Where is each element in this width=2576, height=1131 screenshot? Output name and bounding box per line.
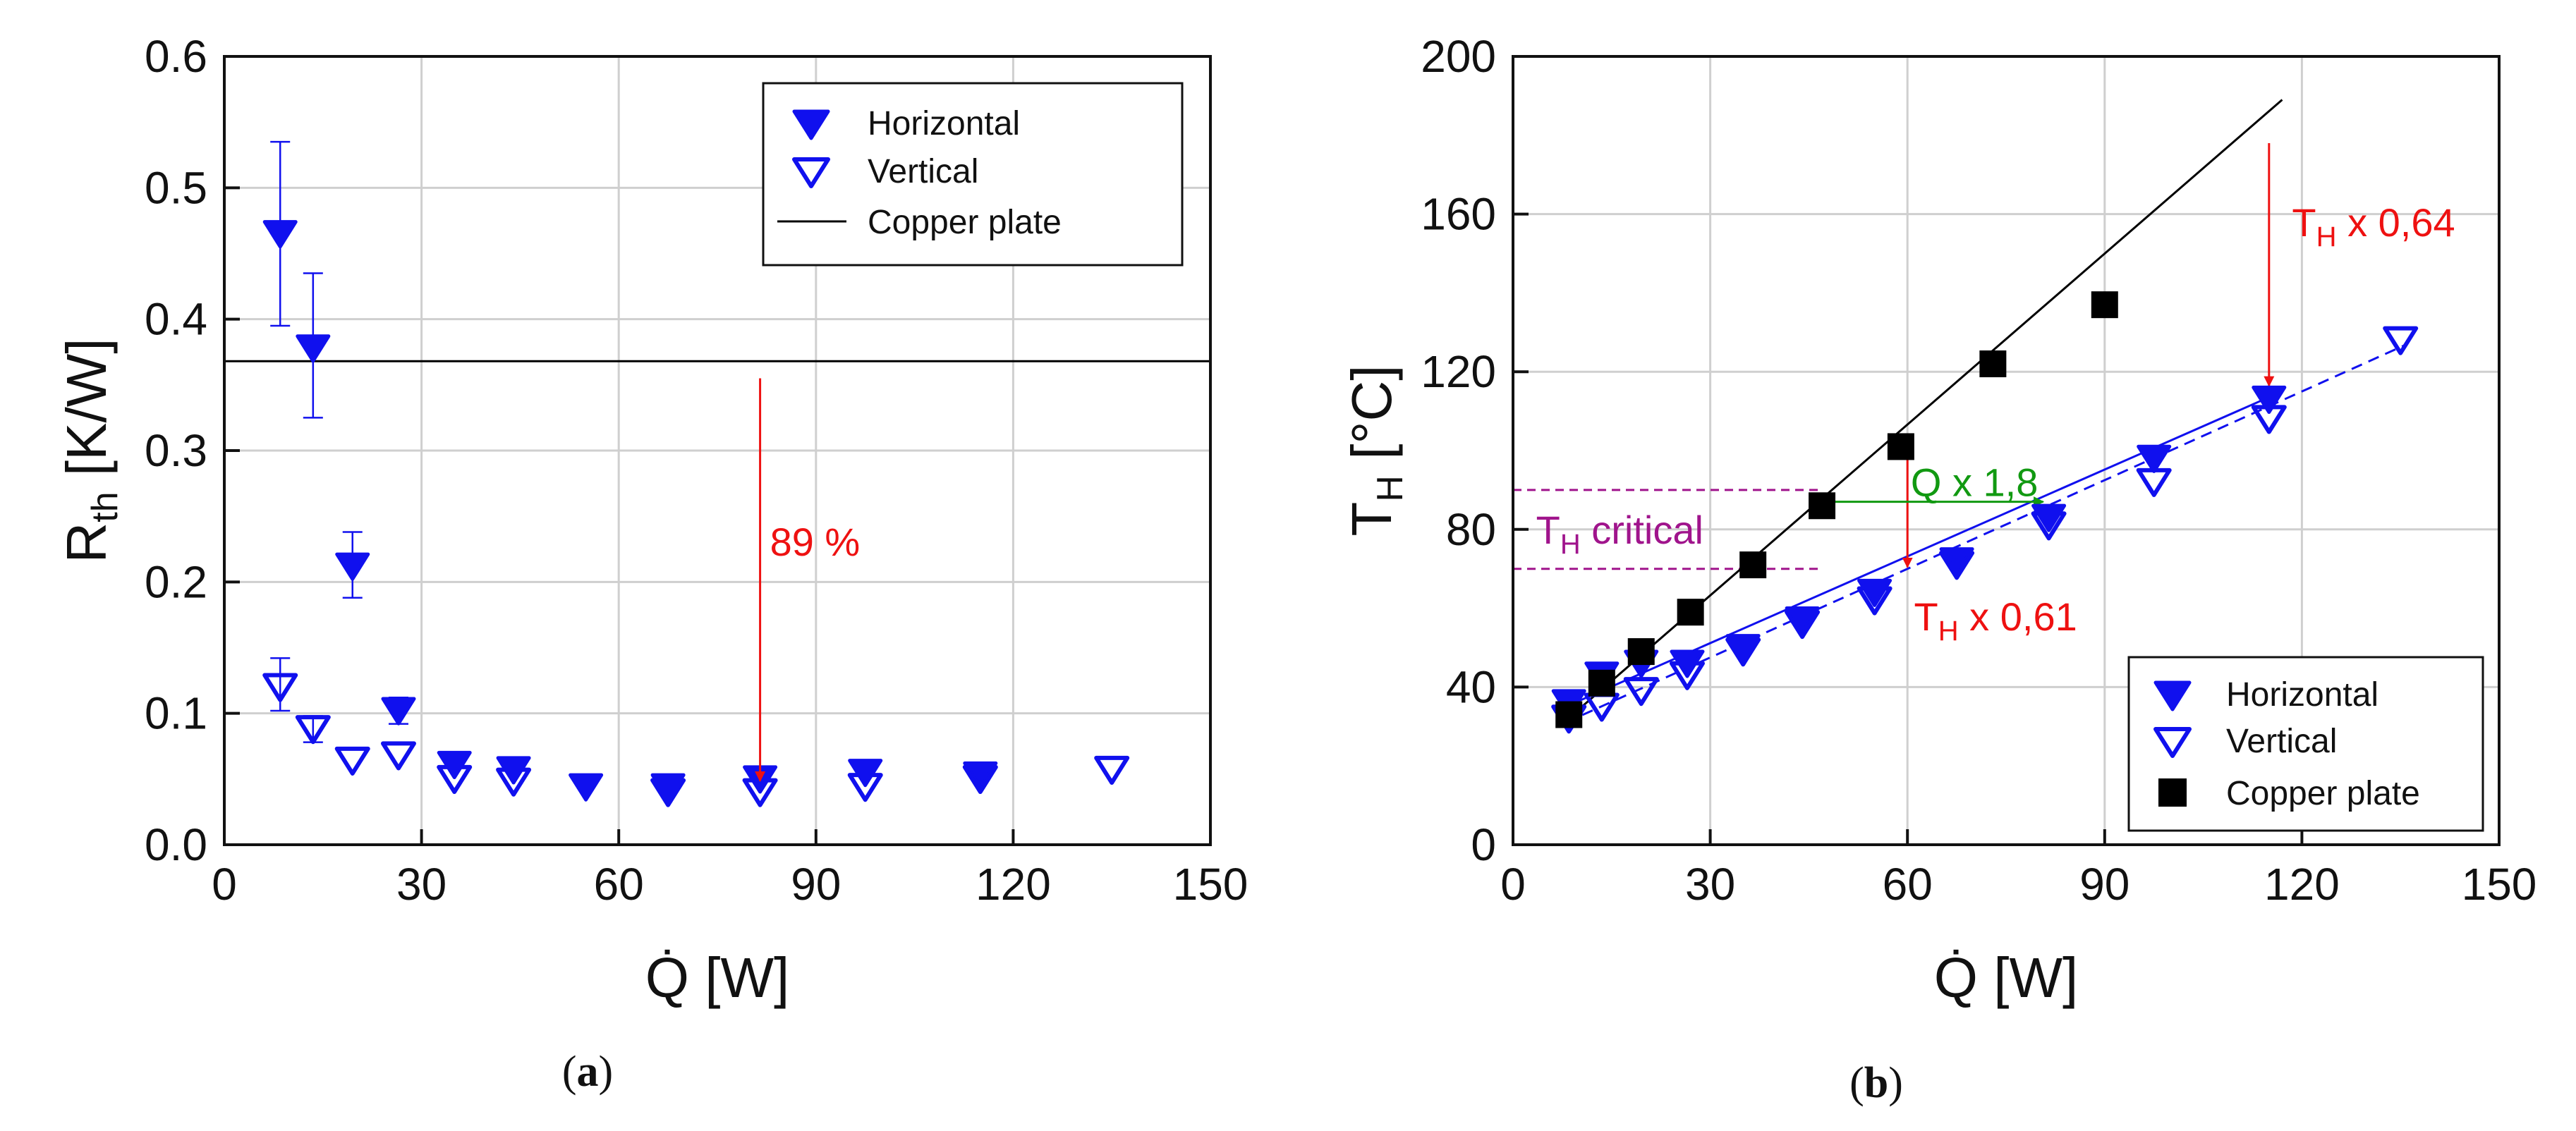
annotation-89-percent: 89 % bbox=[770, 520, 861, 564]
y-tick-label: 0.5 bbox=[145, 162, 207, 213]
data-point-copper-plate bbox=[2091, 291, 2118, 319]
y-tick-label: 80 bbox=[1446, 504, 1496, 555]
legend-label-copper-plate: Copper plate bbox=[2226, 775, 2420, 812]
data-point-horizontal bbox=[2137, 444, 2172, 473]
y-tick-label: 120 bbox=[1421, 346, 1496, 397]
data-point-vertical bbox=[496, 767, 532, 797]
x-tick-label: 150 bbox=[1173, 859, 1248, 910]
data-point-vertical bbox=[1785, 610, 1821, 640]
chart-a-legend: Horizontal Vertical Copper plate bbox=[762, 82, 1184, 267]
data-point-vertical bbox=[334, 746, 370, 776]
chart-b-critical-band bbox=[1513, 489, 1823, 570]
data-point-vertical bbox=[295, 715, 331, 745]
x-tick-label: 120 bbox=[976, 859, 1051, 910]
legend-filled-down-triangle-icon bbox=[2153, 680, 2192, 711]
data-point-copper-plate bbox=[1555, 701, 1583, 728]
data-point-vertical bbox=[962, 764, 998, 795]
x-tick-label: 30 bbox=[1685, 859, 1735, 910]
y-tick-label: 0.1 bbox=[145, 688, 207, 739]
x-tick-label: 60 bbox=[594, 859, 644, 910]
x-tick-label: 150 bbox=[2462, 859, 2537, 910]
data-point-horizontal bbox=[262, 220, 298, 249]
chart-b-x-axis-title: Q̇ [W] bbox=[1934, 946, 2078, 1009]
x-tick-label: 90 bbox=[791, 859, 841, 910]
y-tick-label: 160 bbox=[1421, 189, 1496, 240]
y-tick-label: 0.2 bbox=[145, 556, 207, 607]
chart-b-arrows bbox=[1822, 142, 2275, 568]
data-point-vertical bbox=[380, 741, 416, 771]
data-point-copper-plate bbox=[1588, 669, 1615, 697]
chart-b-y-axis-title: TH [°C] bbox=[1340, 365, 1411, 537]
chart-b-annotations: TH critical TH x 0,61 TH x 0,64 Q x 1,8 bbox=[1536, 200, 2455, 647]
data-point-copper-plate bbox=[1979, 350, 2007, 378]
data-point-copper-plate bbox=[1627, 638, 1655, 666]
data-point-vertical bbox=[2031, 511, 2067, 541]
y-tick-label: 0.6 bbox=[145, 31, 207, 82]
data-point-vertical bbox=[1669, 661, 1705, 690]
chart-a-y-axis-title: Rth [K/W] bbox=[55, 338, 126, 563]
legend-label-horizontal: Horizontal bbox=[2226, 676, 2378, 714]
fit-line-vertical bbox=[1565, 343, 2408, 724]
legend-label-vertical: Vertical bbox=[2226, 723, 2337, 760]
data-point-horizontal bbox=[381, 697, 416, 726]
chart-a-gridlines bbox=[224, 56, 1210, 845]
y-tick-label: 0.3 bbox=[145, 425, 207, 476]
data-point-horizontal bbox=[296, 334, 331, 363]
chart-a-x-axis-title: Q̇ [W] bbox=[645, 946, 789, 1009]
x-tick-label: 30 bbox=[396, 859, 446, 910]
data-point-vertical bbox=[1939, 551, 1975, 580]
y-tick-label: 0.0 bbox=[145, 819, 207, 870]
caption-b: (b) bbox=[1849, 1059, 1903, 1107]
annotation-th-critical: TH critical bbox=[1536, 508, 1703, 560]
x-tick-label: 0 bbox=[212, 859, 237, 910]
chart-b-ticks: 0 30 60 90 120 150 0 40 80 120 160 200 bbox=[1421, 31, 2536, 910]
annotation-th-x-0-61: TH x 0,61 bbox=[1914, 594, 2077, 647]
data-point-vertical bbox=[1623, 677, 1659, 707]
legend-filled-square-icon bbox=[2158, 778, 2187, 807]
y-tick-label: 0.4 bbox=[145, 294, 207, 345]
data-point-copper-plate bbox=[1809, 492, 1836, 520]
x-tick-label: 0 bbox=[1500, 859, 1526, 910]
annotation-th-x-0-64: TH x 0,64 bbox=[2292, 200, 2455, 252]
data-point-vertical bbox=[650, 778, 686, 807]
data-point-vertical bbox=[262, 673, 298, 702]
data-point-vertical bbox=[437, 764, 473, 795]
chart-a-annotations: 89 % bbox=[755, 378, 861, 782]
chart-b-plot-frame bbox=[1512, 55, 2501, 846]
chart-b-data-points bbox=[1551, 291, 2419, 734]
x-tick-label: 60 bbox=[1883, 859, 1933, 910]
chart-panel-b: TH critical TH x 0,61 TH x 0,64 Q x 1,8 … bbox=[1340, 31, 2536, 1107]
legend-open-down-triangle-icon bbox=[792, 157, 830, 188]
legend-label-vertical: Vertical bbox=[868, 153, 978, 190]
legend-filled-down-triangle-icon bbox=[792, 109, 830, 140]
data-point-copper-plate bbox=[1887, 433, 1914, 460]
legend-open-down-triangle-icon bbox=[2153, 727, 2192, 758]
legend-label-copper-plate: Copper plate bbox=[868, 204, 1062, 241]
data-point-horizontal bbox=[2252, 385, 2287, 415]
x-tick-label: 120 bbox=[2264, 859, 2340, 910]
y-tick-label: 40 bbox=[1446, 661, 1496, 712]
chart-panel-a: 89 % 0 30 60 90 120 1500.00.10.20.30.40.50.6 … bbox=[55, 31, 1248, 1096]
caption-a: (a) bbox=[562, 1048, 613, 1096]
data-point-copper-plate bbox=[1677, 599, 1704, 626]
data-point-vertical bbox=[1857, 586, 1892, 616]
y-tick-label: 0 bbox=[1471, 819, 1496, 870]
y-tick-label: 200 bbox=[1421, 31, 1496, 82]
chart-a-ticks: 0 30 60 90 120 150 0.0 0.1 0.2 0.3 0.4 0.5 0.6 bbox=[145, 31, 1248, 910]
data-point-horizontal bbox=[335, 552, 370, 581]
data-point-vertical bbox=[1725, 637, 1761, 667]
data-point-vertical bbox=[2136, 467, 2172, 497]
data-point-vertical bbox=[1094, 755, 1130, 785]
data-point-vertical bbox=[2383, 326, 2419, 355]
legend-label-horizontal: Horizontal bbox=[868, 105, 1020, 142]
data-point-copper-plate bbox=[1739, 551, 1767, 579]
data-point-vertical bbox=[2251, 405, 2287, 434]
data-point-horizontal bbox=[569, 773, 604, 802]
x-tick-label: 90 bbox=[2079, 859, 2130, 910]
chart-b-legend: Horizontal Vertical Copper plate bbox=[2127, 656, 2484, 832]
data-point-vertical bbox=[847, 773, 883, 802]
annotation-q-x-1-8: Q x 1,8 bbox=[1911, 460, 2039, 505]
